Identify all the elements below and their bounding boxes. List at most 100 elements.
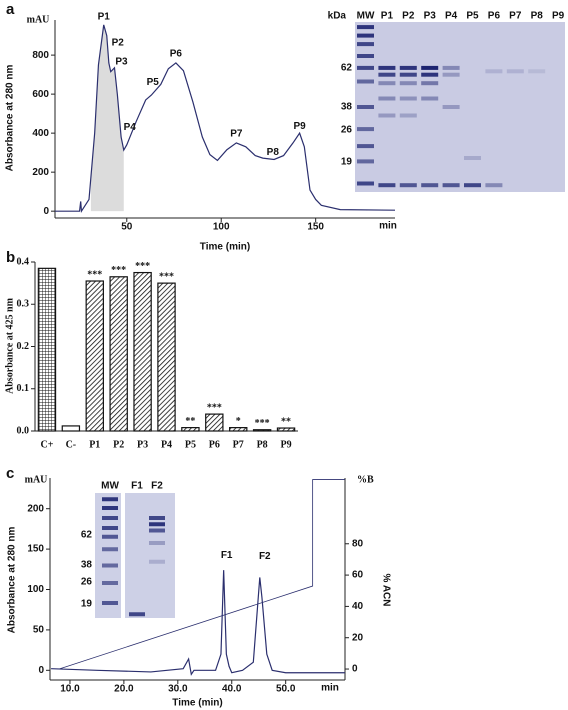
gel-band (528, 69, 546, 74)
gel-band (378, 113, 396, 118)
gel-band (357, 105, 374, 109)
marker-label: 62 (341, 63, 353, 74)
gel-band (378, 65, 396, 70)
bar (252, 429, 272, 432)
gel-band (102, 563, 118, 568)
y2-axis-title: % ACN (380, 574, 391, 607)
x-tick-label: P1 (89, 439, 100, 450)
bar (157, 282, 176, 432)
peak-label: F2 (259, 551, 271, 562)
gel-band (102, 601, 118, 605)
line-series (51, 570, 345, 676)
gel-band (399, 113, 417, 118)
gel-band (149, 559, 165, 564)
gel-band (102, 581, 118, 585)
x-unit: min (379, 221, 397, 232)
lane-label: P1 (381, 11, 394, 22)
gel-band (421, 81, 439, 86)
y2-tick-label: 40 (352, 601, 364, 612)
gel-band (442, 183, 460, 188)
x-tick-label: 20.0 (114, 684, 134, 695)
gel-band (149, 522, 165, 527)
x-tick-label: P5 (185, 439, 196, 450)
lane-label: P9 (552, 11, 565, 22)
y-tick-label: 0.1 (17, 383, 30, 394)
bar (37, 267, 57, 432)
significance-label: ** (281, 416, 291, 427)
significance-label: *** (135, 261, 150, 272)
lane-label: MW (101, 481, 119, 492)
y-tick-label: 50 (33, 625, 45, 636)
shaded-area (90, 24, 124, 212)
y-axis-title: Absorbance at 425 nm (4, 297, 15, 394)
gel-band (149, 541, 165, 545)
peak-label: P9 (293, 121, 306, 132)
lane-label: P6 (488, 11, 501, 22)
x-tick-label: 50 (121, 222, 133, 233)
gel-band (102, 516, 118, 520)
gel-band (399, 72, 417, 77)
significance-label: ** (185, 416, 195, 427)
gel-band (399, 65, 417, 70)
gel-band (357, 181, 374, 186)
gel-band (399, 81, 417, 86)
gel-band (399, 96, 417, 101)
gel-band (357, 79, 374, 84)
lane-label: P3 (424, 11, 437, 22)
gel-band (357, 33, 374, 38)
gel-unit: kDa (328, 11, 347, 22)
significance-label: *** (87, 269, 102, 280)
gel-band (102, 526, 118, 530)
y-tick-label: 400 (32, 128, 49, 139)
x-tick-label: 150 (307, 222, 324, 233)
gel-band (378, 183, 396, 188)
bar (205, 413, 224, 432)
lane-label: MW (357, 11, 375, 22)
bar (276, 427, 296, 432)
x-tick-label: P2 (113, 439, 124, 450)
gel-band (102, 547, 118, 552)
lane-label: P2 (402, 11, 415, 22)
gel-band (149, 516, 165, 520)
y-tick-label: 600 (32, 89, 49, 100)
bar (133, 271, 152, 432)
gel-band (357, 159, 374, 164)
lane-label: P8 (531, 11, 544, 22)
y-tick-label: 200 (27, 503, 44, 514)
gel-band (464, 183, 481, 188)
y-tick-label: 800 (32, 50, 49, 61)
marker-label: 38 (81, 560, 93, 571)
gel-band (102, 534, 118, 539)
y-tick-label: 100 (27, 584, 44, 595)
y2-tick-label: 60 (352, 570, 364, 581)
y-unit: mAU (27, 14, 50, 25)
y-tick-label: 0 (43, 206, 49, 217)
bar (181, 427, 200, 432)
gel-band (357, 65, 374, 70)
bar (109, 276, 128, 432)
bar (85, 280, 104, 432)
y-tick-label: 0 (38, 665, 44, 676)
x-axis-title: Time (min) (172, 698, 222, 709)
gel-band (421, 96, 439, 101)
y-tick-label: 200 (32, 167, 49, 178)
gel-band (357, 127, 374, 132)
gel-band (442, 65, 460, 70)
gel-band (399, 183, 417, 188)
x-tick-label: C- (66, 439, 77, 450)
lane-label: F1 (131, 481, 143, 492)
marker-label: 38 (341, 102, 353, 113)
panel-label: b (6, 249, 15, 266)
gel-band (357, 25, 374, 30)
gel-band (442, 105, 460, 109)
y-unit: mAU (25, 474, 48, 485)
x-tick-label: P6 (209, 439, 220, 450)
y-axis-title: Absorbance at 280 nm (5, 65, 16, 172)
panel-label: c (6, 465, 14, 482)
lane-label: P4 (445, 11, 458, 22)
gel-band (357, 54, 374, 58)
y2-tick-label: 80 (352, 538, 364, 549)
marker-label: 62 (81, 530, 93, 541)
lane-label: F2 (151, 481, 163, 492)
